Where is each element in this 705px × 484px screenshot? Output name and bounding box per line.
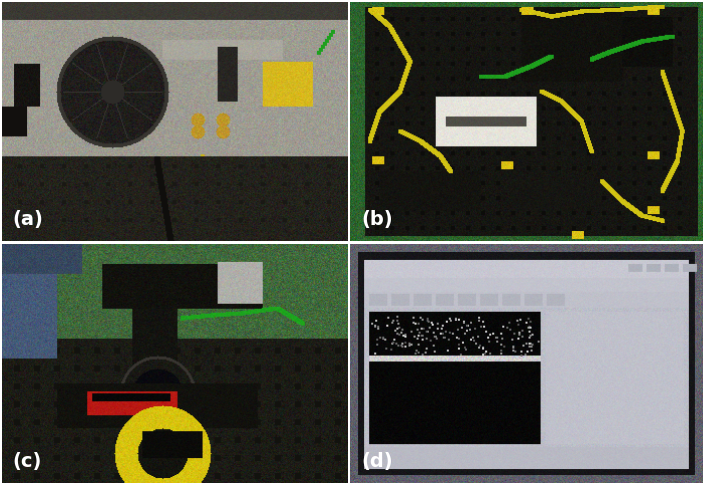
Text: (c): (c) [13, 452, 42, 470]
Text: (b): (b) [361, 210, 393, 228]
Text: (d): (d) [361, 452, 393, 470]
Text: (a): (a) [13, 210, 43, 228]
